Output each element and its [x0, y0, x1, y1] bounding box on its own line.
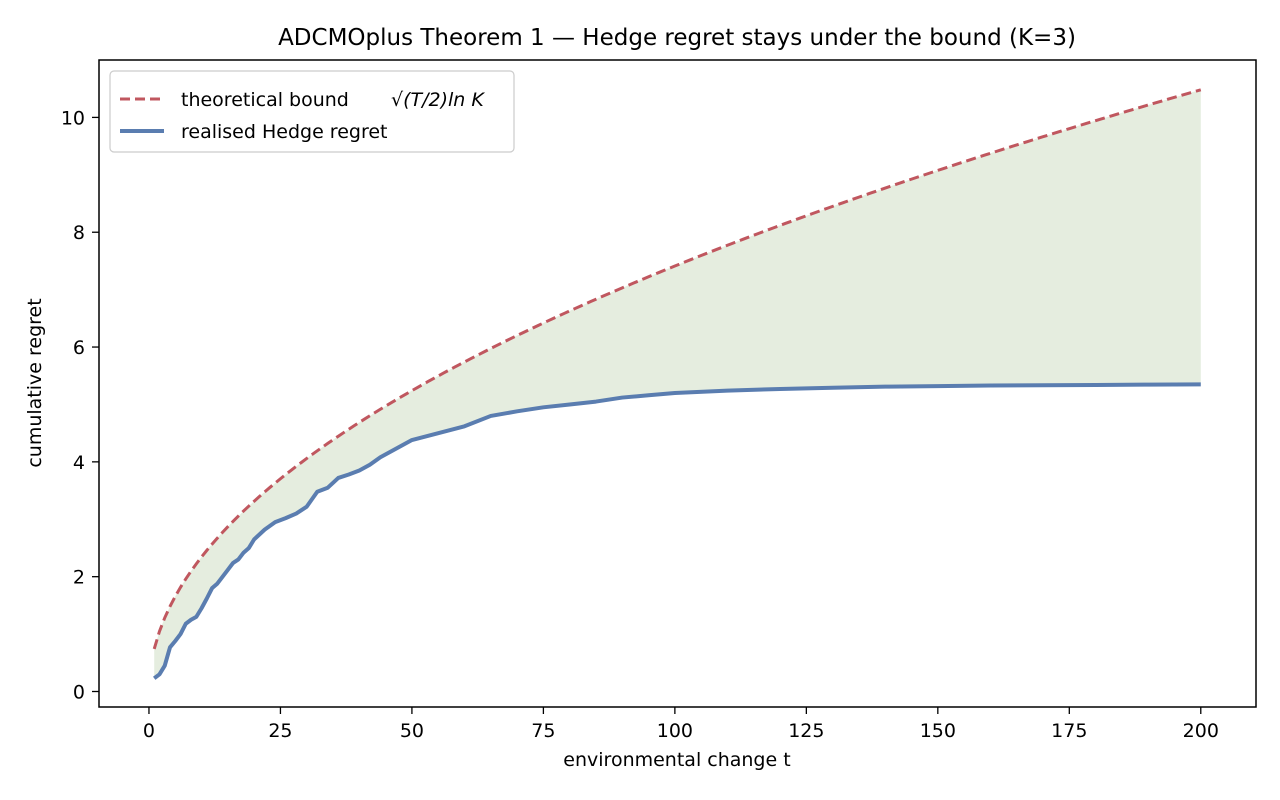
- x-tick-label: 150: [920, 720, 956, 742]
- x-tick-label: 100: [657, 720, 693, 742]
- y-tick-label: 2: [73, 567, 85, 589]
- x-tick-label: 125: [788, 720, 824, 742]
- plot-area: [152, 88, 1202, 680]
- x-tick-label: 175: [1051, 720, 1087, 742]
- legend-frame: [109, 70, 515, 153]
- series-line-realised-hedge-regret: [153, 382, 1201, 680]
- plot-frame: [98, 59, 1257, 708]
- axes: 0 25 50 75 100 125 150 175 200 0 2 4 6 8 10: [61, 59, 1257, 742]
- legend-label-regret: realised Hedge regret: [181, 121, 387, 143]
- legend-math-bound: √(T/2)ln K: [391, 89, 485, 111]
- y-tick-label: 4: [73, 452, 85, 474]
- y-tick-label: 10: [61, 107, 85, 129]
- fill-between-area: [154, 89, 1201, 679]
- y-tick-label: 0: [73, 681, 85, 703]
- y-axis-label: cumulative regret: [24, 298, 46, 467]
- x-tick-label: 200: [1183, 720, 1219, 742]
- x-tick-label: 0: [143, 720, 155, 742]
- x-tick-label: 75: [531, 720, 555, 742]
- y-tick-label: 8: [73, 222, 85, 244]
- series-line-theoretical-bound: [152, 88, 1202, 650]
- legend: theoretical bound √(T/2)ln K realised He…: [109, 70, 515, 153]
- x-axis-label: environmental change t: [563, 749, 790, 771]
- legend-label-bound: theoretical bound: [181, 89, 349, 111]
- x-tick-label: 25: [268, 720, 292, 742]
- x-tick-label: 50: [400, 720, 424, 742]
- y-tick-label: 6: [73, 337, 85, 359]
- chart-title: ADCMOplus Theorem 1 — Hedge regret stays…: [278, 25, 1076, 51]
